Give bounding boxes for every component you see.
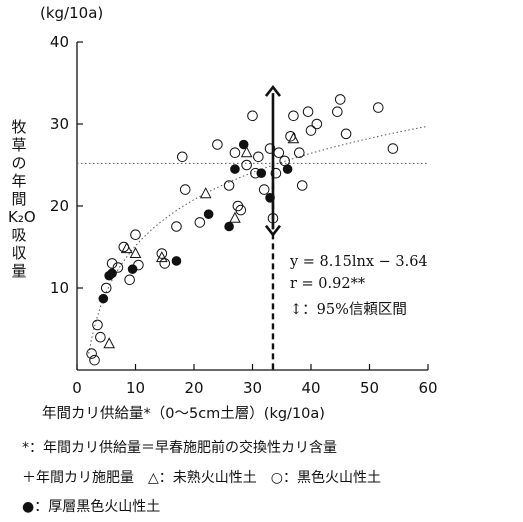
- circle-point: [372, 102, 384, 113]
- circle-point: [171, 221, 182, 232]
- circle-point: [294, 147, 305, 158]
- y-label-char: 年: [11, 172, 27, 190]
- y-axis-unit: (kg/10a): [40, 4, 104, 22]
- circle-point: [177, 151, 188, 163]
- filled-point: [127, 264, 138, 274]
- y-tick-label: 20: [50, 197, 69, 215]
- filled-point: [256, 168, 267, 178]
- scatter-plot: 10 20 30 40 0 10 20 30 40 50 60: [50, 33, 438, 397]
- circle-point: [112, 262, 124, 273]
- confidence-interval-legend: ↕：95%信頼区間: [290, 302, 407, 318]
- circle-point: [95, 331, 106, 343]
- regression-curve: [88, 125, 429, 354]
- circle-point: [247, 110, 258, 122]
- circle-point: [179, 184, 191, 195]
- y-label-char: 牧: [11, 118, 27, 136]
- circle-point: [258, 184, 270, 195]
- triangle-point: [103, 337, 116, 349]
- x-tick-label: 10: [126, 379, 145, 397]
- circle-point: [288, 110, 299, 122]
- filled-point: [107, 268, 117, 279]
- correlation-coefficient: r = 0.92**: [290, 276, 366, 292]
- x-tick-label: 40: [301, 379, 320, 397]
- circle-point: [264, 143, 276, 154]
- triangle-point: [129, 246, 142, 259]
- y-label-char: 量: [11, 262, 27, 280]
- y-label-char: の: [11, 154, 27, 172]
- circle-point: [340, 128, 352, 140]
- circle-point: [241, 159, 252, 171]
- x-tick-label: 50: [360, 379, 379, 397]
- footnote-1: *：年間カリ供給量＝早春施肥前の交換性カリ含量: [22, 440, 337, 456]
- footnote-3: ●：厚層黒色火山性土: [22, 499, 161, 515]
- y-tick-label: 10: [50, 279, 69, 297]
- circle-point: [92, 319, 103, 331]
- y-label-char: K₂O: [8, 208, 36, 226]
- y-label-char: 草: [11, 136, 27, 154]
- filled-point: [230, 164, 240, 174]
- circle-point: [296, 180, 308, 191]
- y-axis-label: 牧 草 の 年 間 K₂O 吸 収 量: [8, 118, 36, 280]
- y-tick-label: 40: [50, 33, 69, 51]
- x-tick-label: 60: [418, 379, 437, 397]
- circle-point: [223, 180, 235, 191]
- circle-point: [334, 94, 346, 105]
- circle-point: [118, 241, 130, 253]
- filled-point: [203, 209, 214, 219]
- circle-point: [156, 248, 168, 259]
- filled-point: [224, 221, 234, 232]
- circle-point: [100, 282, 112, 294]
- circle-point: [285, 131, 296, 142]
- filled-point: [171, 256, 182, 266]
- x-tick-label: 20: [184, 379, 203, 397]
- footnote-2: ＋年間カリ施肥量 △：未熟火山性土 ○：黒色火山性土: [22, 470, 381, 486]
- triangle-point: [229, 211, 241, 223]
- y-label-char: 間: [11, 190, 27, 208]
- ci-arrow-head-bottom: [264, 224, 282, 237]
- circle-point: [124, 274, 135, 286]
- circle-point: [86, 348, 97, 359]
- x-tick-label: 30: [243, 379, 262, 397]
- filled-point: [238, 139, 249, 150]
- triangle-point: [120, 242, 133, 254]
- circle-point: [229, 147, 241, 158]
- circle-point: [89, 354, 100, 366]
- circle-point: [130, 229, 141, 240]
- y-tick-label: 30: [50, 115, 69, 133]
- circle-point: [270, 167, 282, 179]
- circle-point: [235, 204, 247, 216]
- triangle-point: [155, 251, 168, 263]
- triangle-point: [240, 146, 253, 158]
- y-label-char: 吸: [11, 226, 27, 244]
- circle-point: [332, 106, 343, 117]
- circle-point: [253, 151, 264, 163]
- triangle-point: [287, 132, 300, 144]
- circle-point: [159, 258, 171, 269]
- filled-point: [98, 293, 109, 304]
- circle-point: [273, 147, 285, 158]
- x-tick-label: 0: [72, 379, 82, 397]
- triangle-point: [199, 187, 212, 199]
- y-label-char: 収: [11, 244, 27, 262]
- circle-point: [212, 139, 223, 150]
- circle-point: [311, 118, 323, 130]
- circle-point: [194, 217, 206, 228]
- filled-point: [282, 164, 293, 174]
- circle-point: [302, 106, 314, 117]
- x-axis-label: 年間カリ供給量*（0～5cm土層）(kg/10a): [42, 406, 325, 422]
- circle-point: [305, 125, 317, 136]
- circle-point: [106, 258, 118, 269]
- ci-arrow-head-top: [264, 84, 282, 97]
- circle-point: [387, 143, 399, 154]
- regression-equation: y = 8.15lnx − 3.64: [290, 254, 428, 270]
